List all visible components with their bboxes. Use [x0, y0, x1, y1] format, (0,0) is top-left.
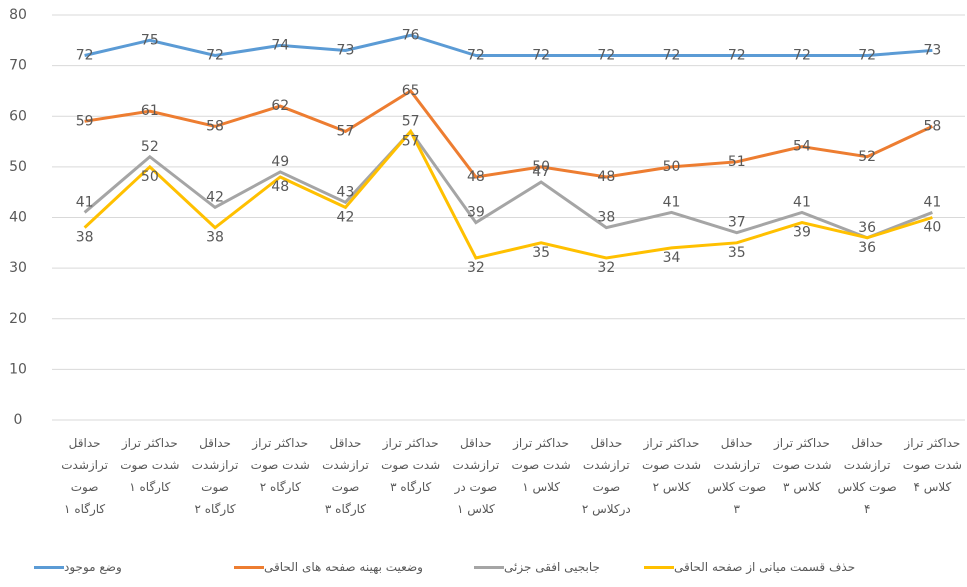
- x-tick-label: حداکثر تراز شدت صوت کلاس ۲: [641, 436, 702, 494]
- data-label: 48: [467, 169, 485, 185]
- data-label: 42: [206, 189, 224, 205]
- data-label: 41: [793, 194, 811, 210]
- data-label: 52: [141, 139, 159, 155]
- data-label: 72: [858, 48, 876, 64]
- data-label: 47: [532, 164, 550, 180]
- x-tick-label: حداکثر تراز شدت صوت کارگاه ۲: [250, 436, 310, 494]
- data-label: 72: [206, 48, 224, 64]
- legend-swatch: [644, 565, 674, 569]
- series-line: [83, 128, 933, 260]
- data-label: 52: [858, 149, 876, 165]
- data-label: 41: [76, 194, 94, 210]
- data-label: 38: [76, 230, 94, 246]
- data-label: 50: [141, 169, 159, 185]
- data-label: 57: [402, 133, 420, 149]
- legend-entry: وضع موجود: [30, 560, 122, 574]
- data-label: 50: [532, 159, 550, 175]
- x-tick-label: حداقل ترازشدت صوت کلاس ۴: [837, 436, 897, 516]
- data-label: 39: [467, 205, 485, 221]
- x-tick-label: حداقل ترازشدت صوت در کلاس ۱: [452, 436, 500, 516]
- data-label: 58: [923, 118, 941, 134]
- data-label: 54: [793, 139, 811, 155]
- data-label: 43: [337, 184, 355, 200]
- data-label: 39: [793, 225, 811, 241]
- data-label: 72: [793, 48, 811, 64]
- legend-entry: جابجیی افقی جزئی: [470, 560, 600, 574]
- data-label: 36: [858, 240, 876, 256]
- series-line: [84, 88, 934, 179]
- data-label: 34: [663, 250, 681, 266]
- x-tick-label: حداکثر تراز شدت صوت کلاس ۳: [772, 436, 832, 494]
- y-tick-label: 40: [9, 210, 27, 226]
- x-tick-label: حداکثر تراز شدت صوت کارگاه ۳: [381, 436, 441, 494]
- data-label: 57: [402, 113, 420, 129]
- data-label: 72: [467, 48, 485, 64]
- data-label: 35: [728, 245, 746, 261]
- data-label: 59: [76, 113, 94, 129]
- legend-swatch: [474, 565, 504, 569]
- data-label: 72: [728, 48, 746, 64]
- data-label: 51: [728, 154, 746, 170]
- x-tick-label: حداقل ترازشدت صوت کارگاه ۱: [61, 436, 108, 516]
- data-label: 38: [206, 230, 224, 246]
- legend-swatch: [34, 565, 64, 569]
- x-tick-label: حداکثر تراز شدت صوت کلاس ۴: [902, 436, 962, 494]
- data-label: 62: [271, 98, 289, 114]
- data-label: 40: [923, 220, 941, 236]
- y-tick-label: 80: [9, 7, 27, 23]
- y-tick-label: 50: [9, 159, 27, 175]
- data-label: 48: [271, 179, 289, 195]
- x-tick-label: حداقل ترازشدت صوت درکلاس ۲: [581, 436, 631, 516]
- series-line: [84, 33, 933, 58]
- y-tick-label: 70: [9, 58, 27, 74]
- data-label: 32: [467, 260, 485, 276]
- data-label: 58: [206, 118, 224, 134]
- data-label: 49: [271, 154, 289, 170]
- y-tick-label: 30: [9, 260, 27, 276]
- x-tick-label: حداقل ترازشدت صوت کارگاه ۲: [191, 436, 239, 516]
- data-label: 61: [141, 103, 159, 119]
- legend-entry: حذف قسمت میانی از صفحه الحاقی: [640, 560, 855, 574]
- data-label: 41: [663, 194, 681, 210]
- legend-entry: وضعیت بهینه صفحه های الحاقی: [230, 560, 423, 574]
- data-label: 32: [597, 260, 615, 276]
- data-label: 37: [728, 215, 746, 231]
- x-tick-label: حداکثر تراز شدت صوت کلاس ۱: [511, 436, 571, 494]
- y-tick-label: 20: [9, 311, 27, 327]
- data-label: 36: [858, 220, 876, 236]
- data-label: 48: [597, 169, 615, 185]
- data-label: 75: [141, 32, 159, 48]
- x-tick-label: حداقل ترازشدت صوت کارگاه ۳: [322, 436, 369, 516]
- legend-label: وضع موجود: [64, 560, 122, 574]
- y-tick-label: 0: [14, 412, 23, 428]
- legend-label: جابجیی افقی جزئی: [504, 560, 600, 574]
- x-tick-label: حداقل ترازشدت صوت کلاس ۳: [707, 436, 767, 516]
- data-label: 74: [271, 37, 289, 53]
- data-label: 50: [663, 159, 681, 175]
- y-tick-label: 60: [9, 108, 27, 124]
- data-label: 42: [337, 209, 355, 225]
- data-label: 73: [923, 42, 941, 58]
- series-line: [83, 129, 933, 240]
- data-label: 72: [76, 48, 94, 64]
- data-label: 76: [402, 27, 420, 43]
- data-label: 72: [532, 48, 550, 64]
- data-label: 72: [663, 48, 681, 64]
- data-label: 72: [597, 48, 615, 64]
- x-tick-label: حداکثر تراز شدت صوت کارگاه ۱: [120, 436, 180, 494]
- data-label: 57: [337, 123, 355, 139]
- legend-label: وضعیت بهینه صفحه های الحاقی: [264, 560, 423, 574]
- data-label: 73: [337, 42, 355, 58]
- legend-swatch: [234, 565, 264, 569]
- data-label: 41: [923, 194, 941, 210]
- legend-label: حذف قسمت میانی از صفحه الحاقی: [674, 560, 856, 574]
- y-tick-label: 10: [9, 361, 27, 377]
- data-label: 65: [402, 83, 420, 99]
- data-label: 35: [532, 245, 550, 261]
- data-label: 38: [597, 210, 615, 226]
